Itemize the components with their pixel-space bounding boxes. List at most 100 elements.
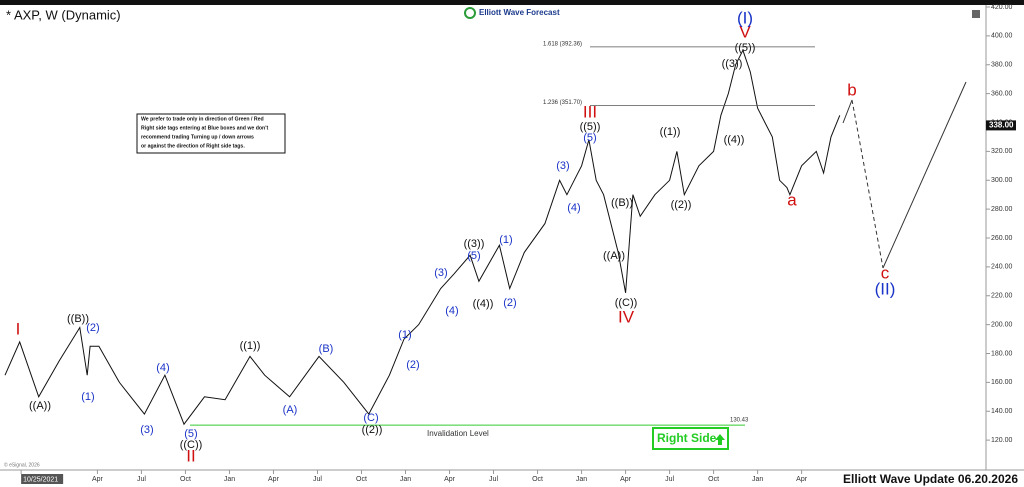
- wave-label: ((B)): [611, 197, 633, 209]
- projection: [851, 99, 884, 269]
- wave-label: ((2)): [671, 199, 692, 211]
- invalidation-value: 130.43: [730, 418, 749, 424]
- wave-label: IV: [618, 307, 635, 326]
- last-price-label: 338.00: [989, 120, 1014, 129]
- wave-label: (5): [583, 132, 596, 144]
- wave-label: ((3)): [464, 238, 485, 250]
- wave-label: ((4)): [724, 134, 745, 146]
- wave-label: (2): [503, 297, 516, 309]
- wave-label: II: [186, 446, 195, 465]
- y-tick-label: 160.00: [991, 379, 1013, 386]
- wave-label: (4): [445, 305, 458, 317]
- note-frame: [136, 113, 286, 154]
- wave-label: ((C)): [180, 439, 203, 451]
- x-tick-label: Oct: [532, 476, 543, 483]
- wave-label: b: [847, 80, 856, 99]
- note-line: We prefer to trade only in direction of …: [141, 116, 264, 122]
- wave-label: ((1)): [660, 126, 681, 138]
- x-tick-label: Jul: [137, 476, 146, 483]
- x-tick-label: Apr: [620, 476, 632, 483]
- wave-label: ((4)): [473, 298, 494, 310]
- projection: [842, 99, 853, 124]
- wave-label: ((A)): [603, 250, 625, 262]
- wave-label: (5): [467, 250, 480, 262]
- x-tick-label: Apr: [268, 476, 280, 483]
- logo-icon: [464, 7, 476, 19]
- wave-label: c: [881, 263, 890, 282]
- y-tick-label: 300.00: [991, 177, 1013, 184]
- cursor-date-box: [21, 474, 64, 484]
- wave-label: (2): [86, 322, 99, 334]
- wave-label: (B): [319, 343, 334, 355]
- wave-label: I: [16, 319, 21, 338]
- wave-label: V: [739, 22, 751, 41]
- x-tick-label: Apr: [92, 476, 104, 483]
- logo: Elliott Wave Forecast: [479, 8, 560, 17]
- x-tick-label: Apr: [444, 476, 456, 483]
- y-tick-label: 280.00: [991, 206, 1013, 213]
- wave-label: a: [787, 190, 797, 209]
- wave-label: (3): [434, 267, 447, 279]
- price-line: [4, 49, 841, 426]
- chart-title: * AXP, W (Dynamic): [6, 7, 121, 22]
- wave-label: (5): [184, 428, 197, 440]
- right-side-label: Right Side: [657, 431, 717, 445]
- note-line: recommend trading Turning up / down arro…: [141, 134, 254, 140]
- y-tick-label: 240.00: [991, 264, 1013, 271]
- wave-label: (2): [406, 359, 419, 371]
- note-line: Right side tags entering at Blue boxes a…: [141, 125, 268, 131]
- fib-level-label: 1.236 (351.70): [543, 100, 582, 106]
- wave-label: (3): [556, 160, 569, 172]
- x-tick-label: Jan: [752, 476, 763, 483]
- invalidation-label: Invalidation Level: [427, 429, 489, 438]
- wave-label: ((1)): [240, 340, 261, 352]
- x-tick-label: Jan: [224, 476, 235, 483]
- y-tick-label: 320.00: [991, 148, 1013, 155]
- x-tick-label: 10/25/2021: [23, 476, 58, 483]
- right-side-box: [652, 427, 729, 450]
- wave-label: ((B)): [67, 313, 89, 325]
- x-tick-label: Oct: [356, 476, 367, 483]
- wave-label: ((3)): [722, 58, 743, 70]
- y-tick-label: 260.00: [991, 235, 1013, 242]
- y-tick-label: 220.00: [991, 293, 1013, 300]
- x-tick-label: Jul: [489, 476, 498, 483]
- x-tick-label: Oct: [180, 476, 191, 483]
- wave-label: ((A)): [29, 400, 51, 412]
- footer: Elliott Wave Update 06.20.2026: [843, 472, 1018, 486]
- x-tick-label: Jul: [665, 476, 674, 483]
- note-line: or against the direction of Right side t…: [141, 143, 245, 149]
- copyright: © eSignal, 2026: [4, 461, 40, 468]
- wave-label: (A): [283, 404, 298, 416]
- top-bar: [0, 0, 1024, 5]
- y-tick-label: 140.00: [991, 408, 1013, 415]
- y-tick-label: 380.00: [991, 62, 1013, 69]
- wave-label: III: [583, 102, 597, 121]
- wave-label: (1): [81, 391, 94, 403]
- y-tick-label: 200.00: [991, 321, 1013, 328]
- note-box: We prefer to trade only in direction of …: [136, 113, 286, 154]
- wave-label: (4): [156, 362, 169, 374]
- y-tick-label: 400.00: [991, 33, 1013, 40]
- wave-label: (II): [875, 279, 896, 298]
- wave-label: ((5)): [735, 42, 756, 54]
- wave-label: ((5)): [580, 121, 601, 133]
- x-tick-label: Apr: [796, 476, 808, 483]
- projection: [882, 81, 967, 269]
- y-tick-label: 120.00: [991, 437, 1013, 444]
- wave-label: ((C)): [615, 297, 638, 309]
- y-tick-label: 180.00: [991, 350, 1013, 357]
- last-price-tag: [986, 120, 1016, 131]
- fib-level-label: 1.618 (392.36): [543, 41, 582, 47]
- x-tick-label: Jan: [400, 476, 411, 483]
- wave-label: (I): [737, 8, 753, 27]
- wave-label: ((2)): [362, 424, 383, 436]
- x-tick-label: Jul: [313, 476, 322, 483]
- wave-label: (4): [567, 202, 580, 214]
- settings-icon: [972, 10, 980, 18]
- wave-label: (1): [499, 234, 512, 246]
- y-tick-label: 420.00: [991, 4, 1013, 11]
- up-arrow: [715, 434, 725, 445]
